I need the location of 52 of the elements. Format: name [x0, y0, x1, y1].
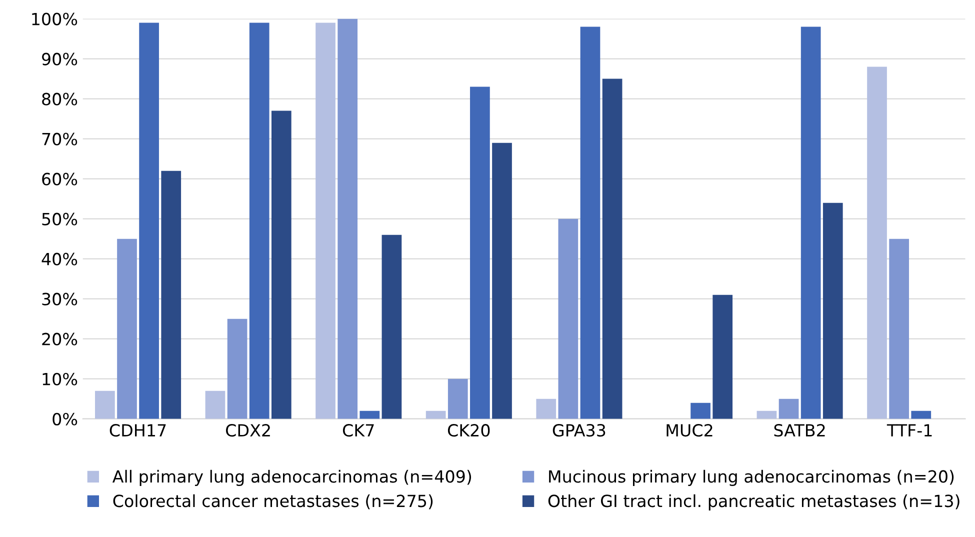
bar [911, 410, 932, 419]
bar [382, 234, 402, 419]
x-tick-label: CK7 [342, 424, 374, 437]
x-tick-label: CDH17 [110, 424, 166, 437]
bar [712, 294, 733, 419]
y-tick-label: 50% [42, 212, 78, 226]
y-tick-label: 30% [42, 292, 78, 306]
bar [316, 22, 336, 419]
bar [580, 26, 600, 419]
bar [558, 218, 578, 419]
bar [227, 318, 248, 419]
bar [139, 22, 159, 419]
y-tick-label: 20% [42, 332, 78, 346]
y-tick-label: 40% [42, 252, 78, 266]
x-tick-label: GPA33 [552, 424, 606, 437]
bar [95, 390, 115, 419]
y-tick-label: 0% [52, 412, 78, 426]
y-tick-label: 70% [42, 132, 78, 146]
legend-label: Colorectal cancer metastases (n=275) [113, 494, 433, 510]
bar [867, 66, 887, 419]
bar [778, 398, 799, 419]
y-tick-label: 80% [42, 92, 78, 106]
bar [360, 410, 380, 419]
bar [536, 398, 556, 419]
x-tick-label: SATB2 [774, 424, 825, 437]
x-tick-label: MUC2 [666, 424, 712, 437]
bar [448, 378, 468, 419]
x-tick-label: CDX2 [226, 424, 270, 437]
x-tick-label: TTF-1 [886, 424, 932, 436]
y-tick-label: 10% [42, 372, 78, 386]
legend-label: All primary lung adenocarcinomas (n=409) [112, 470, 472, 486]
x-tick-label: CK20 [448, 424, 490, 437]
bar [205, 390, 226, 419]
bar [249, 22, 270, 419]
y-tick-label: 60% [42, 172, 78, 186]
bar [602, 78, 622, 419]
bar [426, 410, 446, 419]
bar [161, 170, 182, 419]
bar [117, 238, 137, 419]
bar [338, 18, 358, 419]
bar [822, 202, 843, 419]
bar [271, 110, 292, 419]
legend-label: Mucinous primary lung adenocarcinomas (n=20) [549, 470, 954, 486]
bar [492, 142, 512, 419]
bar [800, 26, 821, 419]
y-tick-label: 90% [42, 52, 78, 66]
bar [470, 86, 490, 419]
y-tick-label: 100% [32, 12, 78, 26]
bar [756, 410, 777, 419]
bar [889, 238, 909, 419]
legend-label: Other GI tract incl. pancreatic metastases (n=13) [548, 494, 960, 510]
bar [690, 402, 710, 419]
